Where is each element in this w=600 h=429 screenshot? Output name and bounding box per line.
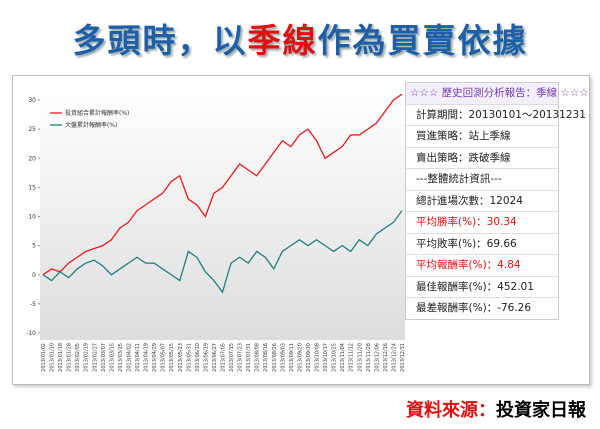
y-tick-label: 25: [28, 126, 36, 133]
x-tick-label: 2013/04/11: [135, 343, 141, 372]
x-tick-label: 2013/08/08: [255, 343, 261, 372]
x-tick-label: 2013/03/07: [101, 343, 107, 372]
x-tick-label: 2013/12/16: [383, 343, 389, 372]
panel-row: 最佳報酬率(%)：452.01: [406, 275, 558, 298]
series-line: [42, 93, 403, 276]
title-highlight: 季線: [247, 21, 318, 60]
source-name: 投資家日報: [496, 400, 586, 421]
panel-row: 平均勝率(%)：30.34: [406, 211, 558, 233]
title-part: 作為買賣依據: [317, 21, 528, 60]
x-tick-label: 2013/05/15: [169, 343, 175, 372]
x-tick-label: 2013/01/02: [41, 343, 47, 372]
y-tick-label: 5: [32, 243, 36, 250]
y-tick-label: -10: [26, 330, 36, 337]
x-tick-label: 2013/07/15: [229, 343, 235, 372]
plot-area: [40, 92, 405, 340]
x-tick-label: 2013/04/02: [126, 343, 132, 372]
x-tick-label: 2013/11/04: [340, 343, 346, 372]
legend-label: 大盤累計報酬率(%): [65, 121, 117, 129]
y-tick-label: 20: [28, 155, 36, 162]
x-tick-label: 2013/11/20: [357, 343, 363, 372]
chart-frame: [12, 75, 590, 385]
x-tick-label: 2013/11/28: [366, 343, 372, 372]
x-tick-label: 2013/02/27: [92, 343, 98, 372]
x-tick-label: 2013/05/23: [178, 343, 184, 372]
x-tick-label: 2013/06/10: [195, 343, 201, 372]
x-tick-label: 2013/01/18: [58, 343, 64, 372]
panel-row: ☆☆☆ 歷史回測分析報告：季線 ☆☆☆: [406, 83, 589, 104]
x-tick-label: 2013/10/25: [332, 343, 338, 372]
x-tick-label: 2013/12/24: [391, 343, 397, 372]
x-tick-label: 2013/12/31: [400, 343, 406, 372]
x-tick-label: 2013/08/16: [263, 343, 269, 372]
x-tick-label: 2013/07/31: [246, 343, 252, 372]
x-tick-label: 2013/04/29: [152, 343, 158, 372]
y-tick-label: 0: [32, 272, 36, 279]
panel-row: 賣出策略：跌破季線: [406, 146, 558, 169]
x-tick-label: 2013/05/31: [186, 343, 192, 372]
x-tick-label: 2013/12/06: [374, 343, 380, 372]
source-label: 資料來源：: [406, 400, 496, 421]
x-tick-label: 2013/09/20: [297, 343, 303, 372]
source: 資料來源：投資家日報: [406, 396, 586, 422]
x-tick-label: 2013/06/27: [212, 343, 218, 372]
y-tick-label: 30: [28, 97, 36, 104]
panel-row: 平均報酬率(%)：4.84: [406, 254, 558, 276]
x-tick-label: 2013/01/10: [50, 343, 56, 372]
x-tick-label: 2013/09/03: [280, 343, 286, 372]
panel-row: ---整體統計資訊---: [406, 168, 558, 190]
panel-row: 平均敗率(%)：69.66: [406, 232, 558, 255]
x-tick-label: 2013/01/28: [67, 343, 73, 372]
y-tick-label: 15: [28, 184, 36, 191]
series-line: [42, 210, 403, 294]
title-part: 多頭時，以: [72, 21, 248, 60]
stats-panel: ☆☆☆ 歷史回測分析報告：季線 ☆☆☆ 計算期間：20130101～201312…: [405, 82, 589, 320]
x-tick-label: 2013/03/25: [118, 343, 124, 372]
title: 多頭時，以季線作為買賣依據: [0, 14, 600, 62]
x-tick-label: 2013/02/19: [84, 343, 90, 372]
panel-row: 買進策略：站上季線: [406, 125, 558, 147]
legend-label: 投資組合累計報酬率(%): [65, 109, 129, 117]
x-tick-label: 2013/10/08: [315, 343, 321, 372]
x-tick-label: 2013/04/19: [144, 343, 150, 372]
x-tick-label: 2013/07/23: [238, 343, 244, 372]
x-tick-label: 2013/10/17: [323, 343, 329, 372]
panel-row: 最差報酬率(%)：-76.26: [406, 297, 558, 319]
y-tick-label: 10: [28, 214, 36, 221]
x-tick-label: 2013/09/30: [306, 343, 312, 372]
x-tick-label: 2013/09/11: [289, 343, 295, 372]
panel-row: 總計進場次數：12024: [406, 189, 558, 212]
x-tick-label: 2013/03/15: [109, 343, 115, 372]
x-tick-label: 2013/05/07: [161, 343, 167, 372]
x-tick-label: 2013/11/12: [349, 343, 355, 372]
panel-row: 計算期間：20130101～20131231: [406, 103, 586, 126]
x-tick-label: 2013/08/26: [272, 343, 278, 372]
x-tick-label: 2013/02/05: [75, 343, 81, 372]
y-tick-label: -5: [30, 301, 36, 308]
x-tick-label: 2013/07/05: [221, 343, 227, 372]
x-tick-label: 2013/06/19: [203, 343, 209, 372]
